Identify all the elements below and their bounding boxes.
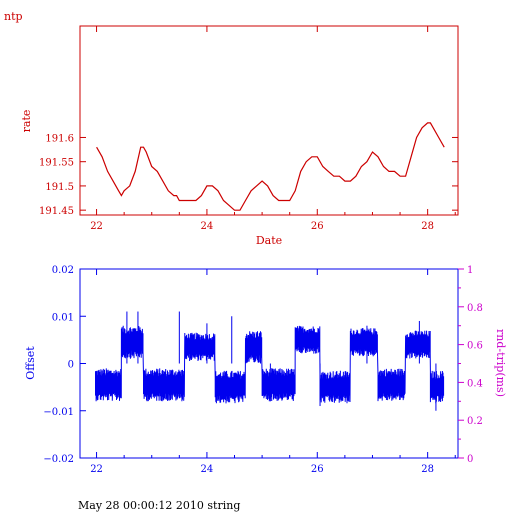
rate-y-tick-label: 191.45 — [39, 206, 74, 217]
rtt-y-tick-label: 0.6 — [467, 341, 483, 352]
rtt-y-axis-label: rnd-trip(ms) — [494, 329, 507, 397]
offset-y-tick-label: 0.01 — [52, 312, 74, 323]
page-label: ntp — [4, 10, 23, 23]
rate-plot-frame — [79, 25, 459, 216]
offset-y-tick-label: −0.01 — [43, 407, 74, 418]
rate-x-tick-label: 28 — [421, 221, 434, 232]
offset-ticks: 22 24 26 28 −0.02 −0.01 0 0.01 0.02 0 0.2 0.4 0.6 0.8… — [43, 265, 483, 475]
rate-y-tick-label: 191.55 — [39, 158, 74, 169]
rate-series-line — [96, 122, 445, 211]
offset-x-tick-label: 28 — [421, 464, 434, 475]
rtt-y-tick-label: 0.2 — [467, 416, 483, 427]
offset-x-tick-label: 26 — [311, 464, 324, 475]
offset-y-axis-label: Offset — [24, 346, 37, 380]
rtt-y-tick-label: 0 — [467, 454, 473, 465]
footer-timestamp: May 28 00:00:12 2010 string — [78, 499, 240, 512]
offset-x-tick-label: 22 — [90, 464, 103, 475]
rate-y-tick-label: 191.6 — [45, 133, 74, 144]
offset-y-tick-label: −0.02 — [43, 454, 74, 465]
rate-x-tick-label: 24 — [201, 221, 214, 232]
rate-chart: 22 24 26 28 191.45 191.5 191.55 191.6 Date rate — [20, 25, 459, 247]
offset-y-tick-label: 0 — [68, 360, 74, 371]
rate-ticks: 22 24 26 28 191.45 191.5 191.55 191.6 — [39, 26, 458, 232]
offset-chart: 22 24 26 28 −0.02 −0.01 0 0.01 0.02 0 0.2 0.4 0.6 0.8… — [24, 265, 507, 475]
rate-x-axis-label: Date — [256, 234, 282, 247]
rate-y-tick-label: 191.5 — [45, 182, 74, 193]
rtt-y-tick-label: 1 — [467, 265, 473, 276]
offset-y-tick-label: 0.02 — [52, 265, 74, 276]
rtt-y-tick-label: 0.8 — [467, 303, 483, 314]
offset-plot-frame — [79, 268, 459, 459]
offset-spikes — [126, 311, 437, 411]
offset-series-trace — [95, 325, 445, 404]
rate-x-tick-label: 22 — [90, 221, 103, 232]
offset-x-tick-label: 24 — [201, 464, 214, 475]
rtt-y-tick-label: 0.4 — [467, 378, 483, 389]
rate-y-axis-label: rate — [20, 110, 33, 133]
rate-x-tick-label: 26 — [311, 221, 324, 232]
